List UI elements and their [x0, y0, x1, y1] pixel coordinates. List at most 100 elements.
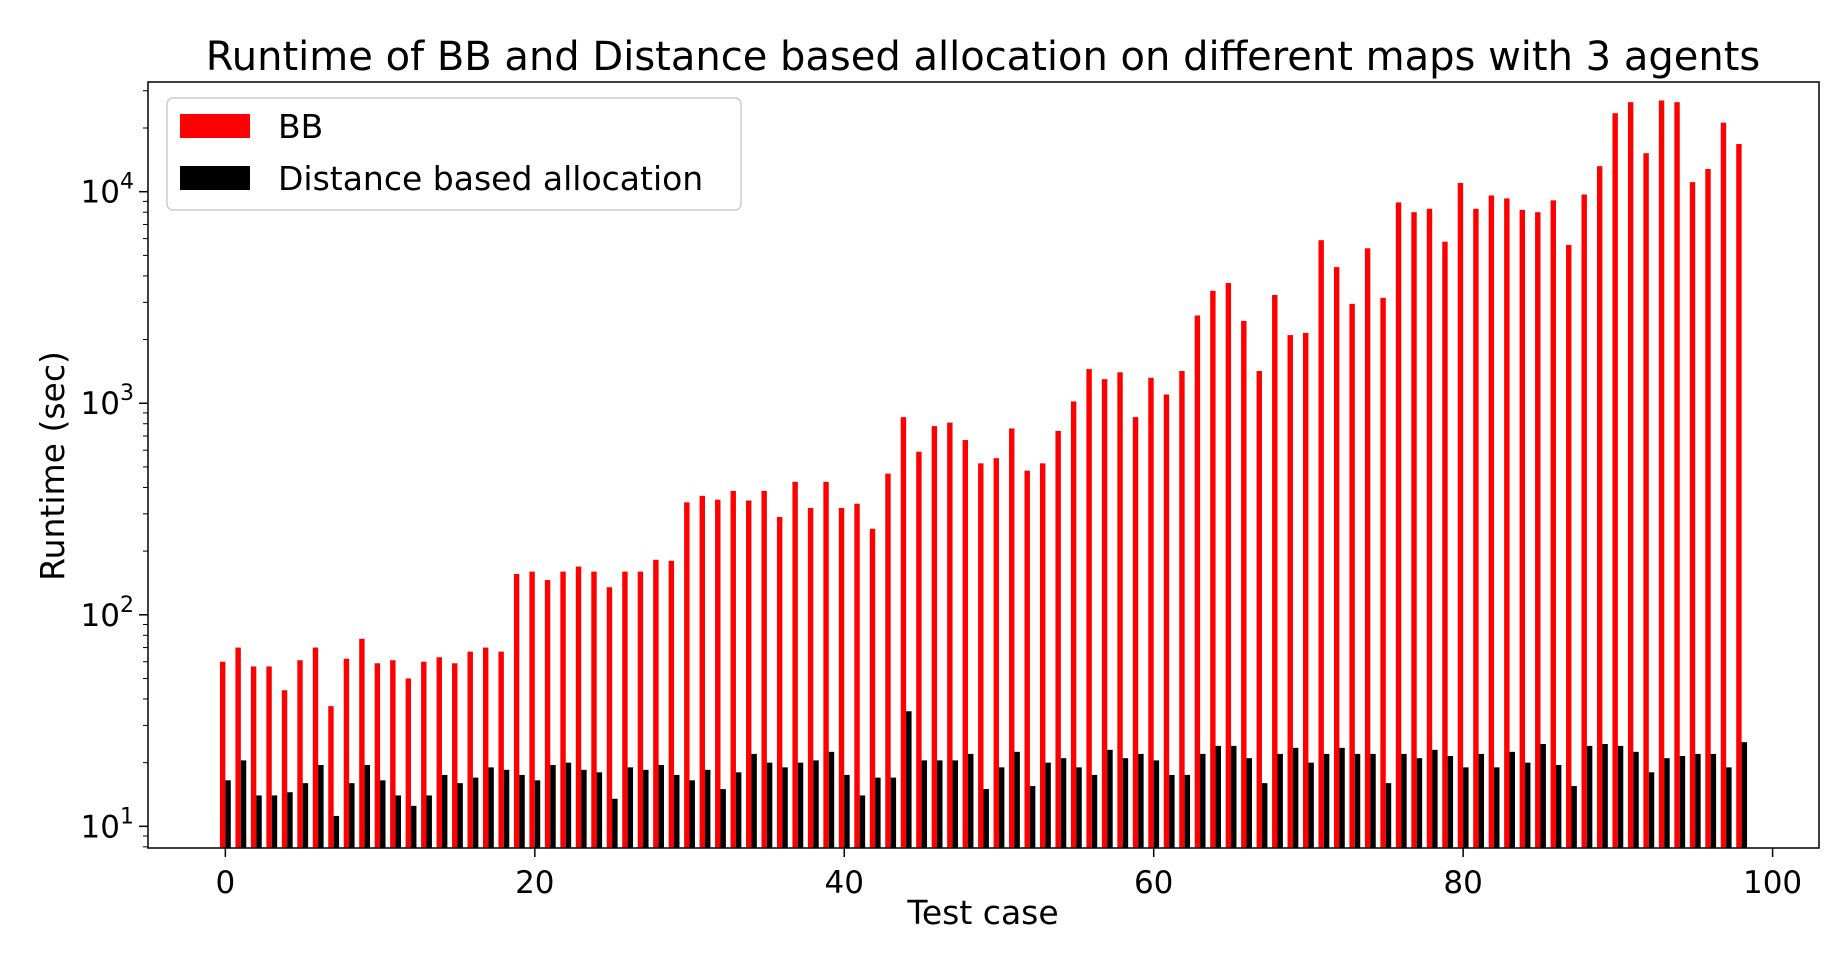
bar-distance — [1354, 753, 1361, 848]
bar-bb — [1550, 200, 1556, 849]
bar-distance — [1200, 753, 1206, 848]
bar-bb — [1519, 209, 1526, 849]
bar-distance — [735, 772, 742, 848]
bar-bb — [730, 490, 736, 848]
bar-distance — [1432, 749, 1438, 848]
bar-bb — [1380, 297, 1386, 848]
bar-bb — [1303, 332, 1309, 848]
legend-swatch-bb — [180, 114, 250, 138]
bar-bb — [436, 657, 442, 848]
bar-bb — [1179, 371, 1185, 848]
bar-bb — [1086, 369, 1092, 848]
bar-distance — [906, 711, 912, 848]
bar-bb — [281, 690, 288, 848]
bar-bb — [1720, 122, 1727, 848]
bar-bb — [1674, 102, 1680, 848]
bar-bb — [1024, 470, 1030, 848]
bar-bb — [544, 580, 551, 848]
bar-bb — [1658, 100, 1665, 848]
bar-distance — [1571, 786, 1577, 848]
bar-bb — [1442, 241, 1448, 849]
bar-bb — [1055, 430, 1061, 848]
bar-bb — [1596, 166, 1603, 848]
bar-bb — [1581, 194, 1587, 849]
bar-bb — [947, 422, 953, 848]
bar-bb — [1612, 113, 1618, 848]
bar-bb — [1039, 463, 1046, 848]
x-axis: 0 20 40 60 80 100 — [215, 848, 1802, 901]
bar-bb — [1241, 320, 1247, 848]
bar-bb — [622, 571, 628, 848]
bar-distance — [1292, 747, 1299, 848]
bar-bb — [529, 571, 535, 848]
bar-distance — [596, 772, 603, 848]
bar-distance — [859, 795, 866, 848]
bar-bb — [266, 666, 272, 848]
bar-bb — [916, 451, 922, 848]
bar-bb — [1349, 303, 1355, 849]
bar-distance — [256, 795, 262, 848]
bar-distance — [333, 815, 340, 848]
bar-distance — [1525, 762, 1531, 848]
bar-bb — [1643, 153, 1649, 849]
bar-bb — [1364, 248, 1371, 849]
bar-bb — [1163, 394, 1170, 848]
bar-distance — [1741, 742, 1748, 848]
bar-distance — [627, 767, 634, 848]
bar-bb — [1333, 267, 1340, 848]
bar-distance — [1339, 747, 1345, 848]
bar-bb — [1488, 195, 1495, 848]
bar-bb — [606, 587, 613, 848]
bar-distance — [472, 777, 479, 848]
bar-bb — [359, 638, 365, 848]
bar-bb — [807, 507, 814, 848]
bar-distance — [302, 783, 309, 848]
bar-bb — [668, 560, 675, 848]
bar-bb — [1225, 283, 1232, 848]
bar-distance — [441, 774, 448, 848]
bar-distance — [1540, 744, 1546, 848]
bar-distance — [875, 777, 881, 848]
chart-title: Runtime of BB and Distance based allocat… — [206, 34, 1760, 80]
bar-bb — [1272, 294, 1278, 848]
y-tick-label: 104 — [81, 170, 134, 211]
bar-distance — [1633, 751, 1639, 848]
legend-frame — [166, 97, 742, 211]
bar-distance — [1014, 751, 1020, 848]
bar-bb — [715, 499, 721, 848]
x-tick-label: 20 — [515, 865, 554, 901]
bar-bb — [1148, 377, 1154, 848]
bar-distance — [968, 753, 974, 848]
bar-bb — [885, 473, 891, 848]
bar-distance — [1045, 762, 1051, 848]
bar-distance — [271, 795, 278, 848]
bar-distance — [1617, 745, 1624, 848]
bar-distance — [581, 769, 587, 848]
bar-distance — [1153, 760, 1160, 848]
bar-bb — [575, 566, 582, 848]
bar-bb — [1535, 212, 1541, 848]
bar-distance — [318, 764, 324, 848]
bar-distance — [1277, 753, 1283, 848]
bar-distance — [349, 783, 355, 848]
bar-distance — [921, 760, 928, 848]
bar-distance — [1463, 767, 1469, 848]
bar-distance — [534, 780, 541, 848]
bar-bb — [1194, 315, 1201, 848]
x-axis-label: Test case — [906, 893, 1058, 932]
bar-distance — [1586, 745, 1593, 848]
bar-bb — [838, 507, 845, 848]
bar-distance — [1029, 786, 1036, 848]
bar-bb — [1256, 371, 1262, 848]
bar-distance — [1602, 744, 1608, 848]
bar-distance — [1494, 767, 1500, 848]
bar-distance — [720, 789, 726, 848]
bar-distance — [1169, 774, 1175, 848]
bar-bb — [869, 528, 876, 848]
bar-distance — [983, 789, 989, 848]
bar-bb — [452, 663, 458, 848]
bar-bb — [962, 440, 969, 848]
bar-distance — [1416, 758, 1423, 848]
bar-distance — [844, 774, 850, 848]
